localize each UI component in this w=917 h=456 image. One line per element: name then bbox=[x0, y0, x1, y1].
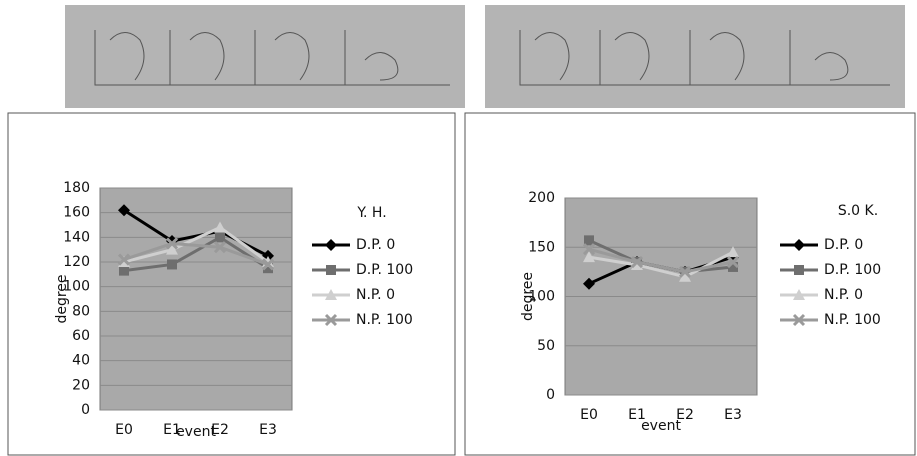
legend-label: N.P. 0 bbox=[356, 287, 395, 303]
x-tick-label: E0 bbox=[115, 422, 133, 438]
marker bbox=[215, 232, 225, 242]
sketch-panel bbox=[65, 5, 465, 108]
legend-title: Y. H. bbox=[356, 205, 386, 221]
x-tick-label: E0 bbox=[580, 407, 598, 423]
x-tick-label: E3 bbox=[259, 422, 277, 438]
plot-area bbox=[100, 188, 292, 410]
y-tick-label: 120 bbox=[63, 254, 90, 270]
legend-marker bbox=[794, 265, 804, 275]
y-tick-label: 40 bbox=[72, 353, 90, 369]
legend-marker bbox=[326, 265, 336, 275]
y-tick-label: 20 bbox=[72, 377, 90, 393]
legend-label: D.P. 0 bbox=[356, 237, 395, 253]
y-axis-label: degree bbox=[54, 274, 70, 323]
x-axis-label: event bbox=[176, 424, 216, 440]
y-axis-label: degree bbox=[520, 272, 536, 321]
y-tick-label: 0 bbox=[81, 402, 90, 418]
x-axis-label: event bbox=[641, 418, 681, 434]
x-tick-label: E3 bbox=[724, 407, 742, 423]
legend-label: D.P. 100 bbox=[824, 262, 881, 278]
y-tick-label: 140 bbox=[63, 229, 90, 245]
sketch-panel bbox=[485, 5, 905, 108]
y-tick-label: 50 bbox=[537, 338, 555, 354]
marker bbox=[167, 259, 177, 269]
legend-label: D.P. 100 bbox=[356, 262, 413, 278]
legend-label: N.P. 100 bbox=[356, 312, 413, 328]
legend-label: D.P. 0 bbox=[824, 237, 863, 253]
marker bbox=[119, 266, 129, 276]
legend-label: N.P. 100 bbox=[824, 312, 881, 328]
y-tick-label: 150 bbox=[528, 239, 555, 255]
y-tick-label: 160 bbox=[63, 205, 90, 221]
y-tick-label: 80 bbox=[72, 303, 90, 319]
legend-label: N.P. 0 bbox=[824, 287, 863, 303]
figure: 020406080100120140160180E0E1E2E3eventdeg… bbox=[0, 0, 917, 456]
y-tick-label: 200 bbox=[528, 190, 555, 206]
legend-title: S.0 K. bbox=[838, 203, 878, 219]
y-tick-label: 0 bbox=[546, 387, 555, 403]
y-tick-label: 60 bbox=[72, 328, 90, 344]
y-tick-label: 180 bbox=[63, 180, 90, 196]
